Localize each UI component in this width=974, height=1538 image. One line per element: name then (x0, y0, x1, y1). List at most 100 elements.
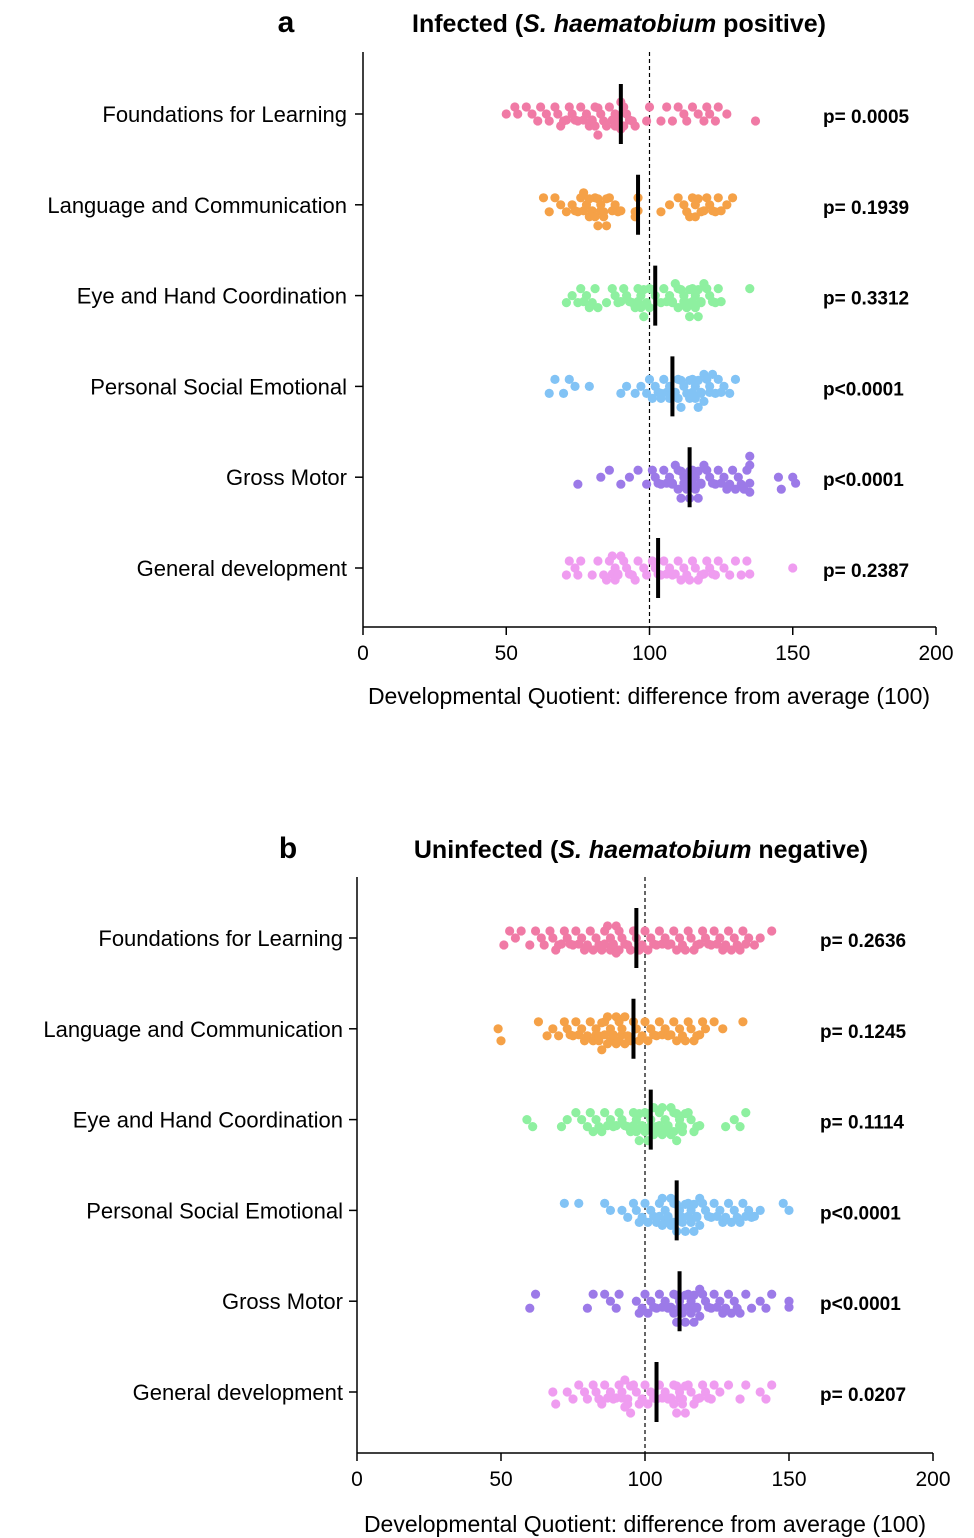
p-value-label: p<0.0001 (823, 379, 904, 400)
data-point (561, 207, 572, 217)
data-point (685, 312, 695, 322)
data-point (721, 1122, 731, 1132)
panel-title: Infected (S. haematobium positive) (412, 10, 826, 38)
data-point (683, 1108, 693, 1118)
data-point (561, 570, 572, 580)
data-point (709, 1198, 719, 1208)
data-point (590, 284, 600, 294)
data-point (692, 1302, 702, 1312)
data-point (680, 1408, 690, 1418)
data-point (673, 303, 683, 313)
data-point (631, 1296, 641, 1306)
data-point (677, 1127, 688, 1137)
data-point (685, 575, 695, 585)
data-point (585, 926, 595, 936)
data-point (677, 1399, 688, 1409)
data-point (680, 1226, 690, 1236)
data-point (643, 1308, 653, 1318)
data-point (521, 102, 531, 112)
data-point (659, 465, 669, 475)
data-point (528, 1122, 538, 1132)
data-point (687, 102, 698, 112)
data-point (614, 926, 624, 936)
data-point (680, 945, 690, 955)
data-point (505, 926, 515, 936)
category-label: Language and Communication (47, 193, 347, 218)
data-point (614, 1108, 624, 1118)
data-point (690, 563, 700, 573)
data-point (605, 1387, 616, 1397)
data-point (610, 291, 620, 301)
data-point (791, 478, 801, 488)
data-point (696, 478, 706, 488)
data-point (605, 1296, 616, 1306)
data-point (538, 193, 549, 203)
data-point (687, 556, 698, 566)
data-point (761, 1394, 771, 1404)
data-point (620, 1375, 630, 1385)
data-point (713, 556, 723, 566)
data-point (640, 1289, 650, 1299)
data-point (689, 1290, 699, 1300)
data-point (642, 479, 652, 489)
data-point (556, 1122, 567, 1132)
data-point (749, 1211, 760, 1221)
data-point (527, 109, 537, 119)
data-point (713, 465, 723, 475)
data-point (698, 1198, 708, 1208)
data-point (699, 396, 709, 406)
data-point (695, 1220, 705, 1230)
data-point (573, 479, 583, 489)
p-value-label: p= 0.0207 (820, 1385, 906, 1406)
data-point (735, 1394, 745, 1404)
data-point (644, 102, 655, 112)
data-point (548, 933, 558, 943)
data-point (750, 116, 761, 126)
data-point (619, 284, 629, 294)
data-point (735, 945, 745, 955)
data-point (554, 1031, 564, 1041)
data-point (570, 381, 580, 391)
data-point (735, 1122, 745, 1132)
data-point (536, 933, 546, 943)
data-point (727, 193, 738, 203)
data-point (755, 1296, 765, 1306)
data-point (630, 575, 640, 585)
data-point (510, 102, 520, 112)
data-point (663, 1121, 673, 1131)
data-point (689, 1317, 699, 1327)
data-point (601, 221, 612, 231)
data-point (680, 1317, 690, 1327)
p-value-label: p<0.0001 (820, 1294, 901, 1315)
data-point (620, 1012, 630, 1022)
data-point (660, 1296, 670, 1306)
data-point (614, 945, 624, 955)
data-point (695, 1121, 705, 1131)
p-value-label: p<0.0001 (820, 1203, 901, 1224)
data-point (588, 1289, 598, 1299)
data-point (582, 1303, 593, 1313)
data-point (639, 312, 649, 322)
data-point (600, 1289, 610, 1299)
data-point (570, 563, 580, 573)
category-label: Eye and Hand Coordination (77, 284, 347, 309)
data-point (693, 466, 703, 476)
data-point (591, 1115, 601, 1125)
data-point (673, 193, 683, 203)
data-point (600, 1030, 610, 1040)
data-point (784, 1302, 794, 1312)
data-point (718, 1024, 728, 1034)
data-point (533, 116, 543, 126)
data-point (730, 556, 741, 566)
data-point (640, 1127, 650, 1137)
data-point (623, 1212, 633, 1222)
data-point (702, 102, 712, 112)
data-point (674, 933, 685, 943)
panel-label: b (279, 832, 297, 865)
data-point (642, 116, 652, 126)
data-point (573, 570, 583, 580)
data-point (571, 1017, 581, 1027)
data-point (616, 206, 626, 216)
data-point (673, 102, 683, 112)
data-point (686, 933, 696, 943)
